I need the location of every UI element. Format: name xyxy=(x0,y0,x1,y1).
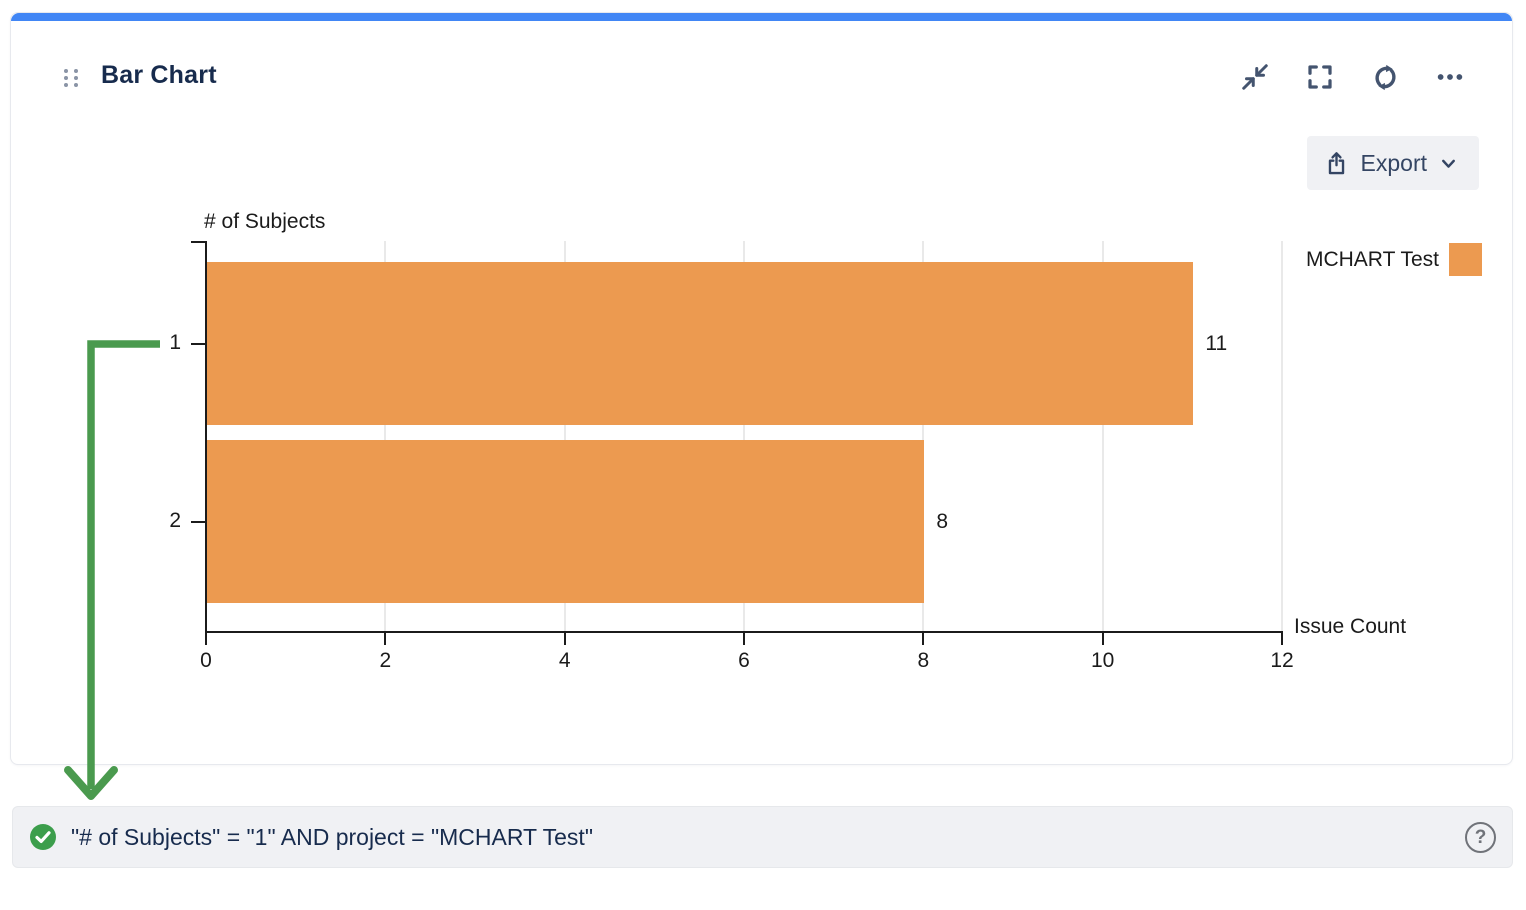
fullscreen-icon[interactable] xyxy=(1304,61,1336,93)
bar-1[interactable] xyxy=(207,262,1194,425)
y-tick xyxy=(191,343,205,345)
collapse-icon[interactable] xyxy=(1239,61,1271,93)
help-icon[interactable]: ? xyxy=(1465,821,1496,853)
y-tick xyxy=(191,521,205,523)
x-tick xyxy=(1281,633,1283,645)
gadget-header: Bar Chart xyxy=(11,13,1512,123)
x-tick-label: 8 xyxy=(917,649,930,672)
bar-chart-plot: 11 8 1 2 0 2 4 6 8 10 12 # of Subjects Issue Count MC… xyxy=(11,13,1512,764)
x-tick-label: 0 xyxy=(200,649,212,672)
x-tick xyxy=(922,633,925,645)
jql-query-bar[interactable]: "# of Subjects" = "1" AND project = "MCH… xyxy=(12,806,1513,868)
x-tick-label: 4 xyxy=(558,649,571,672)
x-tick-label: 10 xyxy=(1090,649,1115,672)
x-tick-label: 12 xyxy=(1270,649,1294,672)
x-tick xyxy=(743,633,745,645)
more-options-icon[interactable] xyxy=(1434,61,1466,93)
share-upload-icon xyxy=(1323,150,1350,177)
y-axis-title: # of Subjects xyxy=(204,210,326,233)
bar-value-label: 8 xyxy=(936,509,949,533)
jql-query-text[interactable]: "# of Subjects" = "1" AND project = "MCH… xyxy=(71,823,593,850)
gridline xyxy=(1101,241,1104,631)
chevron-down-icon xyxy=(1438,153,1459,174)
y-axis xyxy=(205,241,207,633)
gridline xyxy=(563,241,566,631)
category-label: 1 xyxy=(169,331,181,354)
x-tick-label: 6 xyxy=(738,649,750,672)
drag-handle[interactable] xyxy=(61,67,81,89)
export-label: Export xyxy=(1360,149,1427,176)
y-axis-end-tick xyxy=(191,241,205,243)
export-button[interactable]: Export xyxy=(1306,136,1479,190)
x-tick xyxy=(205,633,207,645)
x-axis xyxy=(205,631,1283,633)
gridline xyxy=(743,241,745,631)
legend-label: MCHART Test xyxy=(1305,247,1439,271)
gridline xyxy=(1281,241,1283,631)
legend-item[interactable]: MCHART Test xyxy=(1306,243,1482,276)
bar-chart-gadget: Bar Chart xyxy=(10,12,1513,765)
category-label: 2 xyxy=(169,509,181,532)
refresh-icon[interactable] xyxy=(1369,61,1401,93)
gridline xyxy=(384,241,387,631)
x-tick xyxy=(1101,633,1104,645)
x-axis-title: Issue Count xyxy=(1294,615,1407,638)
legend-swatch xyxy=(1449,243,1482,276)
bar-2[interactable] xyxy=(207,440,925,603)
gadget-title: Bar Chart xyxy=(101,61,217,89)
x-tick-label: 2 xyxy=(379,649,392,672)
gridline xyxy=(922,241,925,631)
bar-value-label: 11 xyxy=(1205,331,1228,355)
x-tick xyxy=(384,633,387,645)
check-circle-icon xyxy=(29,823,57,851)
card-accent-bar xyxy=(11,13,1512,21)
x-tick xyxy=(563,633,566,645)
